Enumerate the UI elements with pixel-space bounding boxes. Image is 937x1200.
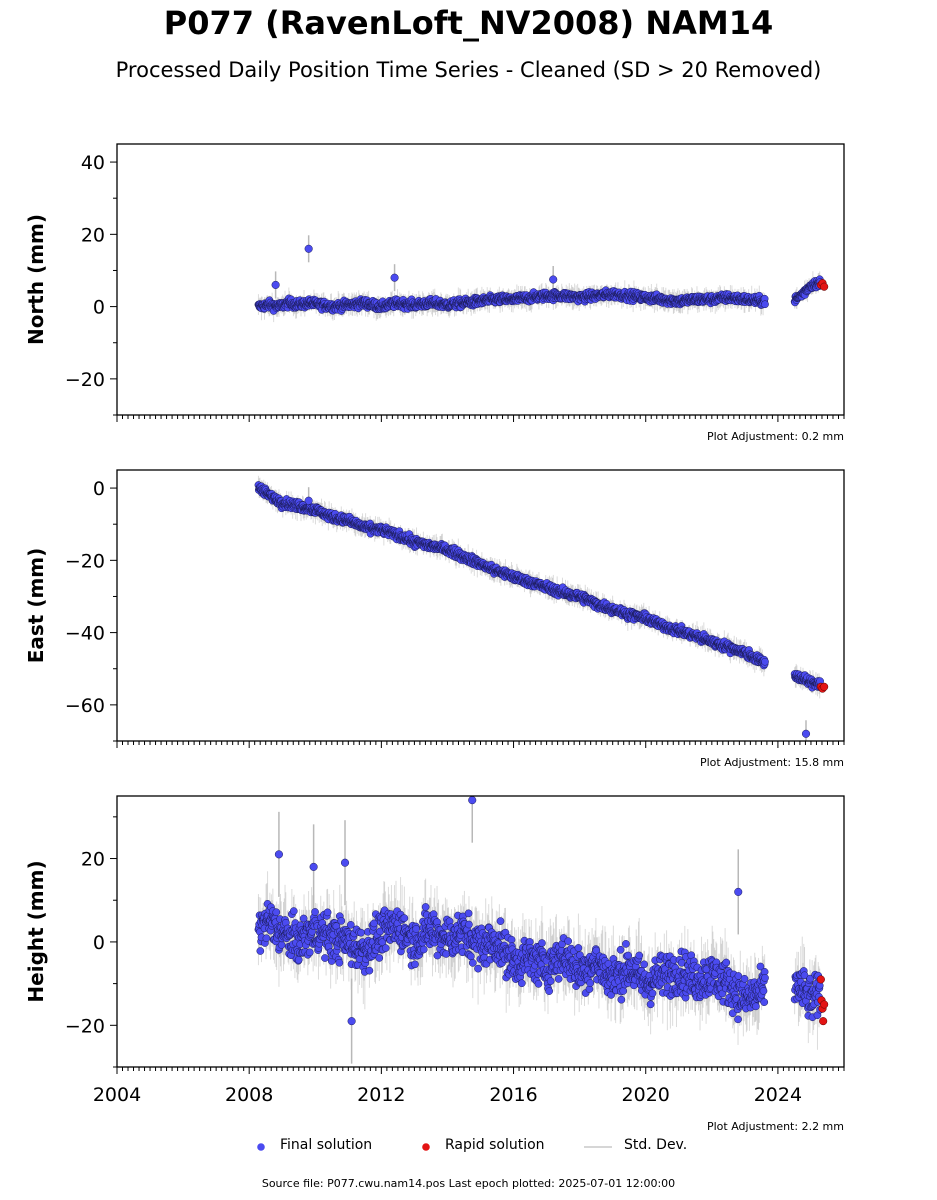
east-y-axis-label: East (mm): [24, 548, 48, 664]
east-plot-adjustment: Plot Adjustment: 15.8 mm: [700, 756, 844, 769]
north-panel: −20 0 20 40 North (mm) Plot Adjustment: 0.2 m…: [24, 143, 845, 443]
east-y-tick-label: −20: [65, 550, 105, 572]
east-outlier-point: [304, 496, 313, 505]
north-y-axis-label: North (mm): [24, 214, 48, 345]
north-y-tick-label: −20: [65, 369, 105, 391]
north-rapid-point: [820, 282, 829, 291]
east-rapid-point: [820, 682, 829, 691]
north-y-tick-label: 20: [81, 224, 105, 246]
east-axes-frame: [116, 469, 845, 742]
north-data-layer: [254, 235, 829, 323]
chart-subtitle: Processed Daily Position Time Series - C…: [115, 58, 822, 82]
north-final-points: [254, 244, 824, 315]
east-final-points: [254, 481, 824, 738]
east-outlier-point: [801, 729, 811, 738]
chart-title: P077 (RavenLoft_NV2008) NAM14: [163, 4, 774, 42]
east-panel: −60 −40 −20 0 East (mm) Plot Adjustment: 15.8…: [24, 469, 845, 769]
north-outlier-point: [549, 275, 558, 284]
north-outlier-point: [304, 244, 313, 253]
east-rapid-points: [816, 682, 829, 693]
north-outlier-point: [390, 273, 399, 282]
north-y-tick-label: 40: [81, 152, 105, 174]
north-final-point: [761, 300, 769, 309]
east-final-point: [761, 657, 769, 666]
east-y-tick-label: −40: [65, 623, 105, 645]
east-y-tick-label: 0: [93, 478, 105, 500]
north-rapid-points: [816, 279, 829, 291]
east-y-tick-label: −60: [65, 695, 105, 717]
height-data-layer: [254, 796, 829, 1064]
north-outlier-point: [271, 280, 280, 289]
north-plot-adjustment: Plot Adjustment: 0.2 mm: [707, 430, 844, 443]
north-axes-frame: [116, 143, 845, 416]
north-y-tick-label: 0: [93, 297, 105, 319]
east-data-layer: [254, 475, 829, 741]
